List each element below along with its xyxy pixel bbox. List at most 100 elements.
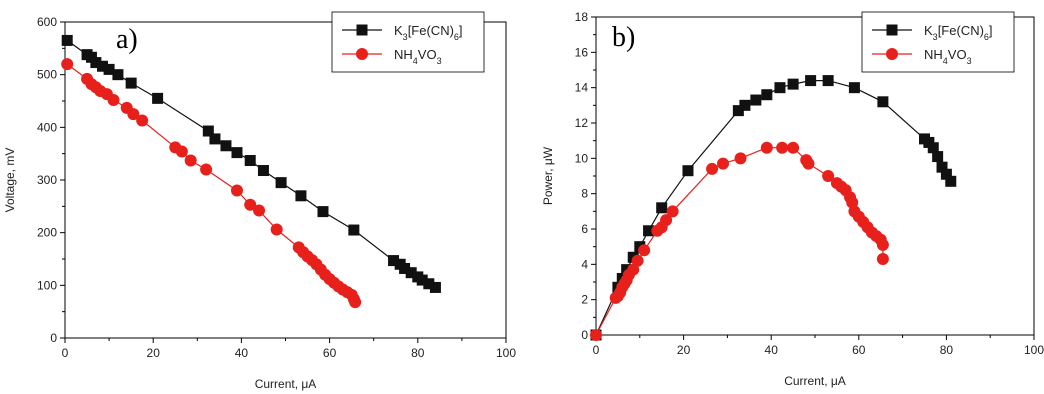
data-point — [231, 147, 243, 159]
data-point — [666, 205, 679, 218]
data-point — [927, 142, 939, 154]
data-point — [760, 141, 773, 154]
data-point — [230, 184, 243, 197]
series-k3-fe-cn-6 — [590, 75, 957, 341]
legend-marker — [356, 48, 368, 60]
data-point — [848, 82, 860, 94]
data-point — [388, 255, 400, 267]
panel-label: b) — [612, 22, 635, 53]
data-point — [739, 99, 751, 111]
data-point — [270, 223, 283, 236]
legend-entry-label: NH4VO3 — [394, 47, 442, 66]
data-point — [774, 82, 786, 94]
data-point — [877, 96, 889, 108]
data-point — [257, 165, 269, 177]
data-point — [638, 244, 651, 257]
data-point — [732, 105, 744, 117]
y-tick-label: 8 — [581, 187, 588, 201]
y-tick-label: 200 — [37, 226, 57, 240]
y-tick-label: 0 — [581, 328, 588, 342]
x-axis-label: Current, μA — [784, 374, 846, 388]
data-point — [152, 92, 164, 104]
data-point — [200, 163, 213, 176]
data-point — [295, 190, 307, 202]
y-tick-label: 6 — [581, 222, 588, 236]
chart-panel-b: 0 20 40 60 80 100 0 2 4 6 8 10 12 14 16 18 Current, μA Po… — [541, 10, 1044, 388]
data-point — [349, 296, 362, 309]
data-point — [936, 161, 948, 173]
data-point — [876, 253, 889, 266]
data-point — [244, 155, 256, 167]
x-tick-label: 80 — [940, 343, 954, 357]
legend-entry-label: NH4VO3 — [924, 47, 972, 66]
x-axis-label: Current, μA — [255, 377, 317, 391]
data-point — [717, 157, 730, 170]
chart-panel-a: 0 20 40 60 80 100 0 100 200 300 400 500 600 Current, … — [3, 11, 516, 391]
data-point — [175, 145, 188, 158]
series-k3-fe-cn-6 — [61, 34, 441, 293]
data-point — [202, 125, 214, 137]
data-point — [184, 154, 197, 167]
data-point — [405, 267, 417, 279]
data-point — [61, 34, 73, 46]
data-point — [112, 69, 124, 81]
data-point — [802, 157, 815, 170]
data-point — [399, 262, 411, 274]
y-tick-label: 14 — [575, 81, 589, 95]
data-point — [590, 329, 602, 341]
data-point — [416, 274, 428, 286]
x-tick-label: 60 — [852, 343, 866, 357]
data-point — [317, 206, 329, 218]
x-tick-label: 40 — [235, 346, 249, 360]
data-point — [136, 114, 149, 127]
legend-box — [861, 11, 1015, 73]
y-tick-label: 10 — [575, 151, 589, 165]
legend: K3[Fe(CN)6] NH4VO3 — [861, 11, 1015, 73]
data-point — [682, 165, 694, 177]
data-point — [706, 162, 719, 175]
y-tick-label: 400 — [37, 120, 57, 134]
x-tick-label: 0 — [593, 343, 600, 357]
legend-entry-label: K3[Fe(CN)6] — [924, 23, 993, 42]
data-point — [787, 141, 800, 154]
x-tick-label: 20 — [147, 346, 161, 360]
data-point — [787, 78, 799, 90]
y-tick-label: 0 — [50, 331, 57, 345]
legend-marker — [886, 48, 898, 60]
data-point — [932, 151, 944, 163]
data-point — [107, 93, 120, 106]
y-tick-label: 2 — [581, 293, 588, 307]
legend: K3[Fe(CN)6] NH4VO3 — [331, 11, 485, 73]
data-point — [750, 94, 762, 106]
data-point — [734, 152, 747, 165]
data-point — [127, 108, 140, 121]
x-tick-label: 60 — [323, 346, 337, 360]
data-point — [90, 57, 102, 69]
x-tick-label: 0 — [62, 346, 69, 360]
y-tick-label: 300 — [37, 173, 57, 187]
data-point — [275, 177, 287, 189]
data-point — [656, 202, 668, 214]
data-point — [209, 133, 221, 145]
series-nh4vo3 — [61, 58, 362, 309]
data-point — [876, 238, 889, 251]
data-point — [253, 204, 266, 217]
y-tick-label: 100 — [37, 278, 57, 292]
y-tick-label: 600 — [37, 15, 57, 29]
series-line — [595, 79, 952, 336]
data-point — [429, 281, 441, 293]
y-tick-label: 4 — [581, 257, 588, 271]
x-tick-label: 80 — [411, 346, 425, 360]
y-tick-label: 16 — [575, 45, 589, 59]
y-axis-label: Power, μW — [541, 146, 555, 205]
data-point — [761, 89, 773, 101]
data-point — [96, 60, 108, 72]
data-point — [945, 175, 957, 187]
legend-entry-label: K3[Fe(CN)6] — [394, 23, 463, 42]
data-point — [348, 224, 360, 236]
y-tick-label: 18 — [575, 10, 589, 24]
data-point — [805, 75, 817, 87]
y-tick-label: 500 — [37, 68, 57, 82]
data-point — [643, 225, 655, 237]
